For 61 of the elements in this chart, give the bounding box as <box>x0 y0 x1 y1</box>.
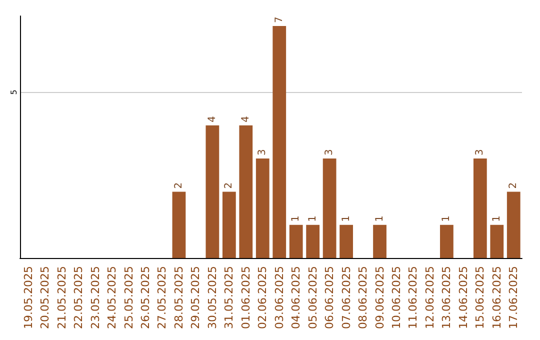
x-tick-label: 06.06.2025 <box>323 266 336 330</box>
x-tick-label: 17.06.2025 <box>507 266 520 330</box>
bar <box>322 158 336 258</box>
data-label: 3 <box>474 149 486 156</box>
x-tick-label: 19.05.2025 <box>22 266 35 330</box>
bar <box>172 192 186 258</box>
data-label: 2 <box>224 182 235 189</box>
data-label: 1 <box>491 215 502 222</box>
bar <box>256 158 270 258</box>
bar <box>373 224 386 258</box>
x-tick-label: 04.06.2025 <box>290 266 303 330</box>
x-tick-label: 24.05.2025 <box>106 266 119 330</box>
x-tick-label: 07.06.2025 <box>340 266 353 330</box>
x-tick-label: 27.05.2025 <box>156 266 169 330</box>
bar <box>222 192 236 258</box>
data-label: 1 <box>441 215 452 222</box>
x-tick-label: 28.05.2025 <box>172 266 186 330</box>
data-label: 1 <box>290 215 302 222</box>
bar <box>473 158 487 258</box>
data-label: 4 <box>206 116 218 122</box>
x-tick-label: 22.05.2025 <box>72 266 86 330</box>
bar <box>206 125 220 258</box>
x-tick-label: 16.06.2025 <box>490 266 504 330</box>
x-tick-label: 23.05.2025 <box>88 266 102 330</box>
data-label: 7 <box>274 16 285 23</box>
bar <box>306 224 320 258</box>
data-label: 1 <box>340 215 352 222</box>
data-label: 3 <box>324 149 336 156</box>
data-label: 4 <box>240 116 252 122</box>
y-tick-label: 5 <box>10 90 18 95</box>
bar <box>272 26 286 258</box>
x-tick-label: 02.06.2025 <box>256 266 270 330</box>
data-label: 1 <box>307 215 318 222</box>
data-label: 1 <box>374 215 386 222</box>
bar <box>506 192 520 258</box>
bar <box>239 125 253 258</box>
x-tick-label: 08.06.2025 <box>356 266 370 330</box>
x-tick-label: 29.05.2025 <box>189 266 202 330</box>
bar <box>490 224 504 258</box>
data-label: 3 <box>257 149 268 156</box>
x-tick-label: 09.06.2025 <box>373 266 386 330</box>
x-tick-label: 20.05.2025 <box>38 266 52 330</box>
data-label: 2 <box>508 182 520 189</box>
x-tick-label: 15.06.2025 <box>474 266 487 330</box>
x-tick-label: 10.06.2025 <box>390 266 403 330</box>
x-tick-label: 12.06.2025 <box>423 266 436 330</box>
bar <box>340 224 353 258</box>
bar <box>440 224 454 258</box>
x-tick-label: 11.06.2025 <box>406 266 420 330</box>
data-label: 2 <box>173 182 184 189</box>
x-tick-label: 13.06.2025 <box>440 266 454 330</box>
bar <box>289 224 303 258</box>
x-tick-label: 21.05.2025 <box>55 266 68 330</box>
x-tick-label: 14.06.2025 <box>456 266 470 330</box>
x-tick-label: 31.05.2025 <box>222 266 236 330</box>
x-tick-label: 26.05.2025 <box>139 266 152 330</box>
x-tick-label: 25.05.2025 <box>122 266 136 330</box>
x-tick-label: 03.06.2025 <box>272 266 286 330</box>
x-tick-label: 30.05.2025 <box>206 266 219 330</box>
x-tick-label: 01.06.2025 <box>239 266 252 330</box>
x-tick-label: 05.06.2025 <box>306 266 320 330</box>
